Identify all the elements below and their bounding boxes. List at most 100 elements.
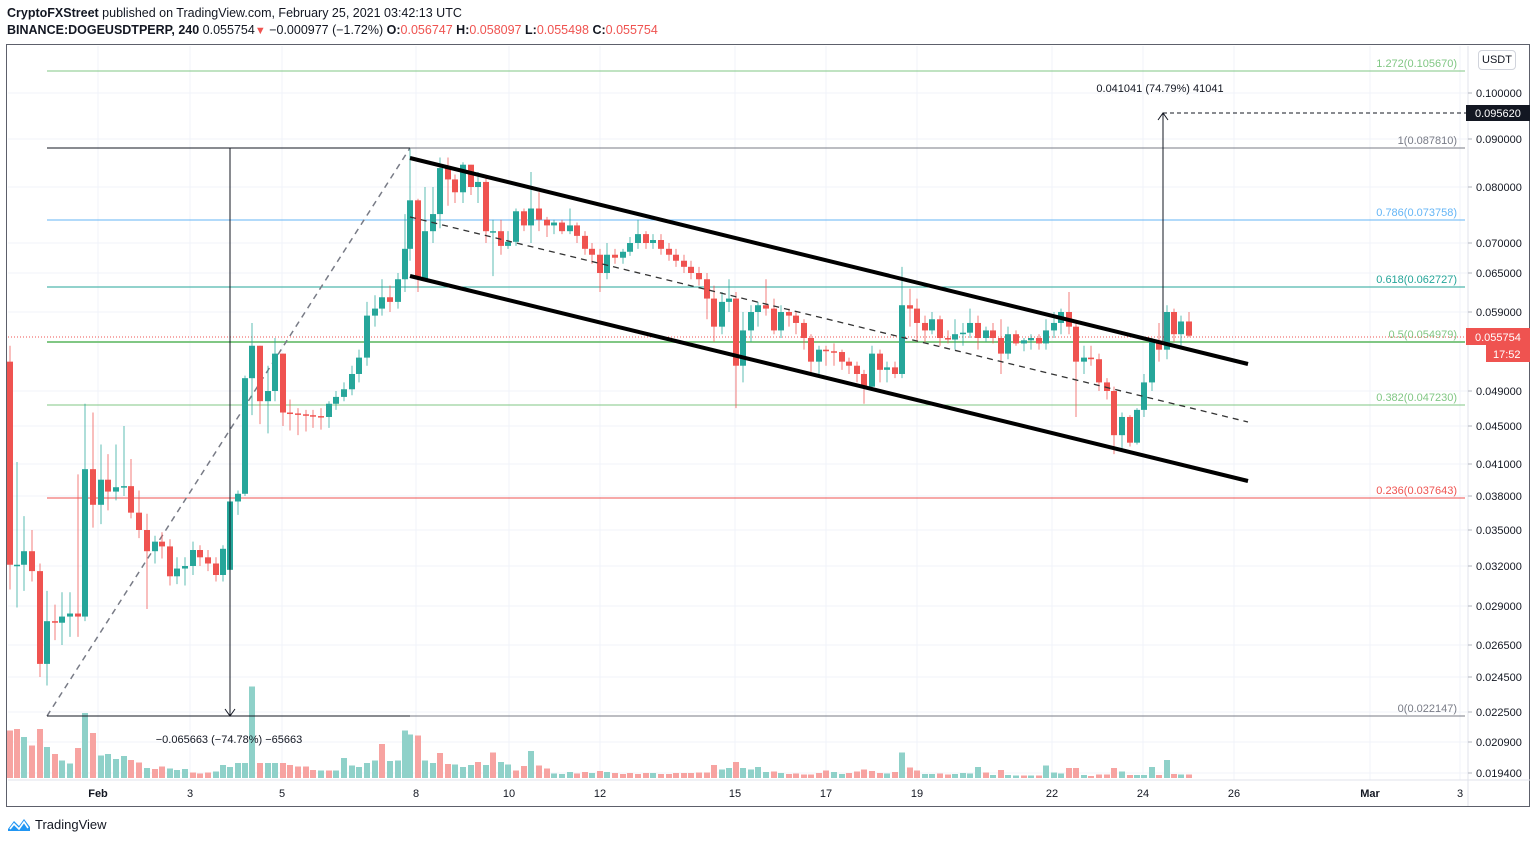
- candle-body: [673, 254, 679, 261]
- candle-body: [960, 332, 966, 335]
- candle-body: [666, 248, 672, 255]
- candle-body: [1005, 334, 1011, 354]
- candle-body: [983, 330, 989, 339]
- volume-bar: [1021, 775, 1027, 778]
- volume-bar: [498, 762, 504, 778]
- candle-body: [620, 251, 626, 258]
- publisher-name[interactable]: CryptoFXStreet: [7, 6, 99, 20]
- symbol-name[interactable]: BINANCE:DOGEUSDTPERP, 240: [7, 23, 200, 37]
- fib-level-label: 1.272(0.105670): [1376, 58, 1457, 70]
- volume-bar: [635, 774, 641, 778]
- candle-body: [415, 200, 421, 280]
- volume-bar: [726, 768, 732, 778]
- fib-trend-line[interactable]: [46, 147, 411, 717]
- volume-bar: [967, 773, 973, 778]
- time-tick-label: Feb: [88, 788, 108, 800]
- candle-body: [627, 243, 633, 252]
- current-price-text: 0.055754: [1475, 332, 1521, 344]
- candle-body: [1088, 357, 1094, 360]
- candle-body: [922, 322, 928, 331]
- candle-body: [877, 353, 883, 370]
- volume-bar: [272, 763, 278, 778]
- candle-body: [869, 353, 875, 387]
- volume-bar: [505, 764, 511, 778]
- volume-bar: [136, 762, 142, 778]
- volume-bar: [719, 769, 725, 778]
- volume-bar: [113, 759, 119, 778]
- footer-brand[interactable]: TradingView: [7, 816, 107, 832]
- tradingview-brand-text: TradingView: [35, 816, 107, 832]
- candle-body: [7, 361, 13, 565]
- volume-bar: [831, 772, 837, 778]
- publish-info: CryptoFXStreet published on TradingView.…: [7, 6, 462, 21]
- volume-bar: [295, 766, 301, 778]
- volume-bar: [490, 752, 496, 778]
- candle-body: [379, 297, 385, 309]
- candle-body: [364, 315, 370, 358]
- countdown-text: 17:52: [1493, 349, 1521, 361]
- candle-body: [945, 338, 951, 340]
- volume-bar: [755, 767, 761, 778]
- candle-body: [711, 298, 717, 327]
- volume-bar: [475, 762, 481, 778]
- channel-lower-line[interactable]: [409, 274, 1249, 483]
- channel-midline[interactable]: [409, 216, 1249, 423]
- currency-button[interactable]: USDT: [1478, 50, 1516, 70]
- volume-bar: [310, 770, 316, 778]
- volume-bar: [483, 765, 489, 778]
- volume-bar: [620, 774, 626, 778]
- candle-body: [402, 248, 408, 280]
- candle-body: [1028, 338, 1034, 341]
- symbol-legend: BINANCE:DOGEUSDTPERP, 240 0.055754▼ −0.0…: [7, 23, 658, 39]
- fib-level-label: 0.382(0.047230): [1376, 392, 1457, 404]
- volume-bar: [182, 769, 188, 778]
- volume-bar: [627, 773, 633, 778]
- candle-body: [1178, 321, 1184, 335]
- volume-bar: [1127, 775, 1133, 778]
- volume-bar: [528, 751, 534, 778]
- measure-label-upper: 0.041041 (74.79%) 41041: [1096, 83, 1223, 95]
- candle-body: [295, 413, 301, 415]
- candle-body: [287, 412, 293, 415]
- candle-body: [349, 373, 355, 390]
- published-text: published on TradingView.com, February 2…: [98, 6, 462, 20]
- volume-bar: [816, 773, 822, 778]
- volume-bar: [14, 729, 20, 778]
- candle-body: [816, 349, 822, 362]
- measure-label-lower: −0.065663 (−74.78%) −65663: [156, 734, 303, 746]
- volume-bar: [1096, 774, 1102, 778]
- candle-body: [975, 322, 981, 339]
- volume-bar: [1081, 775, 1087, 778]
- volume-bar: [983, 772, 989, 778]
- volume-bar: [696, 772, 702, 778]
- candle-body: [643, 234, 649, 243]
- time-tick-label: 3: [187, 788, 193, 800]
- low-label: L:: [525, 23, 537, 37]
- volume-bar: [1088, 776, 1094, 778]
- volume-bar: [257, 763, 263, 778]
- volume-bar: [167, 768, 173, 778]
- volume-bar: [452, 764, 458, 778]
- volume-bar: [952, 774, 958, 778]
- candle-body: [884, 367, 890, 370]
- candle-body: [128, 486, 134, 513]
- price-tick-label: 0.049000: [1476, 386, 1522, 398]
- candle-body: [37, 571, 43, 664]
- volume-bar: [884, 773, 890, 778]
- price-tick-label: 0.024500: [1476, 672, 1522, 684]
- candle-body: [635, 234, 641, 243]
- volume-bar: [748, 769, 754, 778]
- candle-body: [483, 181, 489, 232]
- candle-body: [14, 564, 20, 567]
- volume-bar: [960, 773, 966, 778]
- volume-bar: [387, 761, 393, 778]
- channel-upper-line[interactable]: [409, 156, 1249, 366]
- volume-bar: [567, 772, 573, 778]
- arrow-down-icon: [224, 708, 236, 717]
- candle-body: [44, 621, 50, 664]
- candle-body: [280, 353, 286, 413]
- volume-bar: [280, 763, 286, 778]
- candle-body: [831, 351, 837, 353]
- close-value: 0.055754: [605, 23, 658, 37]
